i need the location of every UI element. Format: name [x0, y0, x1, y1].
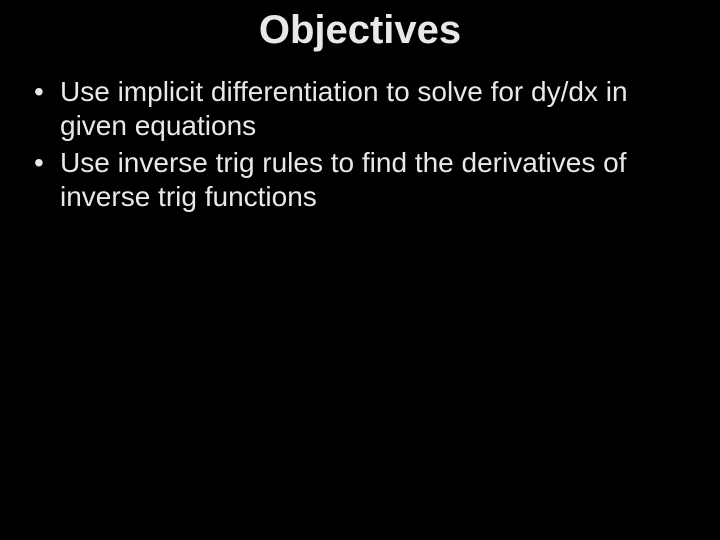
slide-title: Objectives [0, 8, 720, 53]
slide: Objectives Use implicit differentiation … [0, 0, 720, 540]
bullet-list: Use implicit differentiation to solve fo… [0, 75, 720, 213]
bullet-item: Use inverse trig rules to find the deriv… [60, 146, 690, 213]
bullet-item: Use implicit differentiation to solve fo… [60, 75, 690, 142]
